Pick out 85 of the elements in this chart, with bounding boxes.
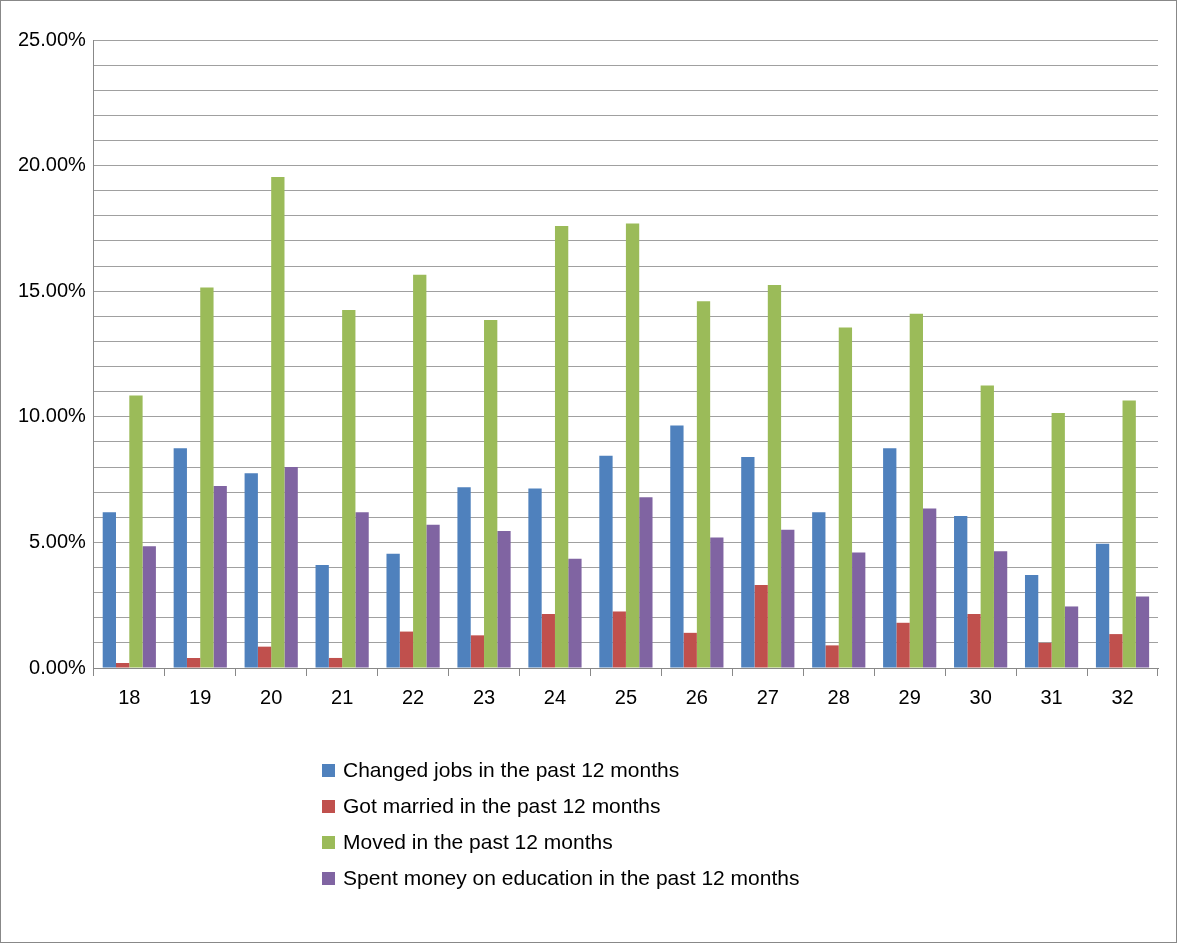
bar (838, 327, 853, 668)
bar (909, 313, 923, 668)
x-tick-label: 25 (614, 685, 638, 708)
bar (257, 646, 272, 668)
bar (342, 310, 356, 668)
y-tick-label: 0.00% (29, 655, 87, 678)
bar (116, 662, 130, 668)
bar (599, 455, 613, 668)
x-tick-label: 20 (260, 685, 283, 708)
bar (1051, 413, 1065, 668)
bar (271, 176, 285, 668)
x-tick-label: 19 (189, 685, 212, 708)
y-tick-label: 15.00% (17, 278, 87, 301)
bar (812, 512, 826, 668)
bar (457, 487, 471, 668)
bar (696, 301, 711, 668)
x-tick-label: 27 (756, 685, 779, 708)
bar (399, 631, 414, 668)
bar (710, 537, 724, 668)
bar (173, 448, 187, 668)
bar (967, 613, 981, 668)
bar (244, 473, 258, 668)
bar (186, 657, 201, 668)
bar (781, 529, 795, 668)
bar (767, 284, 782, 668)
bar (541, 613, 555, 668)
y-tick-label: 10.00% (17, 404, 87, 427)
legend-label: Changed jobs in the past 12 months (343, 758, 680, 782)
y-tick-label: 5.00% (29, 529, 87, 552)
x-tick-label: 30 (969, 685, 992, 708)
bar (1122, 400, 1136, 668)
bar (386, 553, 400, 668)
legend-label: Moved in the past 12 months (343, 830, 613, 854)
bar (852, 552, 866, 668)
bar (1064, 606, 1079, 668)
bar (612, 611, 626, 668)
bar (639, 497, 653, 668)
bar (1038, 642, 1052, 668)
legend-label: Got married in the past 12 months (343, 794, 661, 818)
x-tick-label: 18 (118, 685, 141, 708)
x-tick-label: 29 (898, 685, 921, 708)
x-tick-label: 22 (401, 685, 425, 708)
bar (315, 565, 329, 668)
bar (484, 320, 498, 668)
legend-label: Spent money on education in the past 12 months (343, 866, 800, 890)
bar (1095, 543, 1110, 668)
bar (426, 524, 440, 668)
bar (1024, 575, 1039, 668)
y-tick-label: 25.00% (17, 27, 87, 50)
bar (883, 448, 897, 668)
bar (413, 274, 427, 668)
bar (355, 512, 369, 668)
bar (754, 585, 768, 668)
bar (497, 531, 511, 668)
bar (470, 635, 485, 668)
bar (1135, 596, 1150, 668)
x-tick-label: 26 (685, 685, 708, 708)
x-tick-label: 32 (1111, 685, 1134, 708)
bar (741, 456, 755, 668)
bar (1109, 634, 1123, 668)
bar (923, 508, 937, 668)
x-tick-label: 21 (331, 685, 354, 708)
bar (328, 657, 343, 668)
bar (670, 425, 684, 668)
x-tick-label: 24 (543, 685, 567, 708)
bar (554, 225, 569, 668)
x-tick-label: 23 (472, 685, 496, 708)
bar (200, 287, 214, 668)
bar (568, 558, 582, 668)
x-tick-label: 28 (827, 685, 850, 708)
bar (954, 516, 968, 668)
bar (142, 546, 156, 668)
bar (625, 223, 640, 668)
bar (213, 485, 227, 668)
bar (993, 551, 1008, 668)
x-tick-label: 31 (1040, 685, 1063, 708)
bar (825, 645, 839, 668)
bar (284, 467, 298, 668)
bar (683, 632, 697, 668)
y-tick-label: 20.00% (17, 153, 87, 176)
bar (980, 385, 994, 668)
bar (896, 622, 910, 668)
bar (129, 395, 143, 668)
bar (528, 488, 542, 668)
bar (102, 512, 116, 668)
